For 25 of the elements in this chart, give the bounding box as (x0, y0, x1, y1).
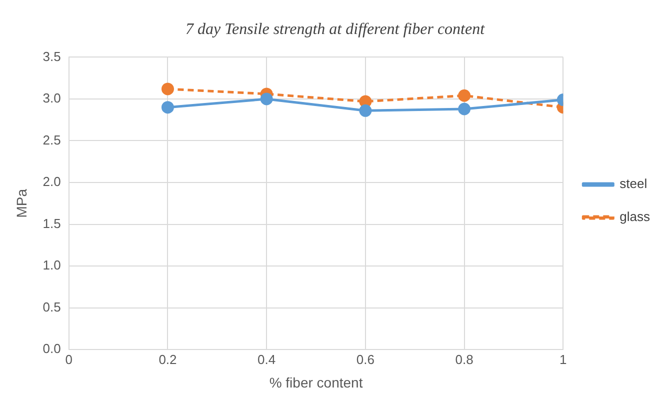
x-tick-label: 0.2 (158, 352, 177, 367)
y-tick-label: 0.0 (42, 341, 61, 356)
x-axis-title: % fiber content (269, 374, 363, 390)
y-tick-label: 2.0 (42, 174, 61, 190)
x-tick-label: 0.6 (356, 352, 374, 367)
point (161, 101, 174, 114)
y-tick-label: 0.5 (42, 299, 61, 314)
y-tick-label: 1.0 (42, 258, 61, 273)
point (458, 89, 471, 102)
chart-title: 7 day Tensile strength at different fiber content (185, 20, 486, 38)
point (161, 82, 174, 96)
x-tick-label: 0 (65, 352, 72, 367)
point (458, 102, 471, 116)
point (260, 92, 273, 106)
x-tick-label: 0.8 (455, 352, 474, 367)
legend-label: glass (620, 209, 650, 224)
point (359, 104, 372, 117)
y-tick-label: 2.5 (42, 132, 61, 148)
y-tick-label: 1.5 (42, 216, 61, 231)
y-tick-label: 3.0 (42, 90, 61, 106)
x-tick-label: 1 (560, 352, 567, 367)
y-tick-label: 3.5 (42, 48, 61, 64)
x-tick-label: 0.4 (258, 352, 276, 367)
legend-label: steel (620, 176, 648, 192)
y-axis-title: MPa (13, 188, 30, 218)
